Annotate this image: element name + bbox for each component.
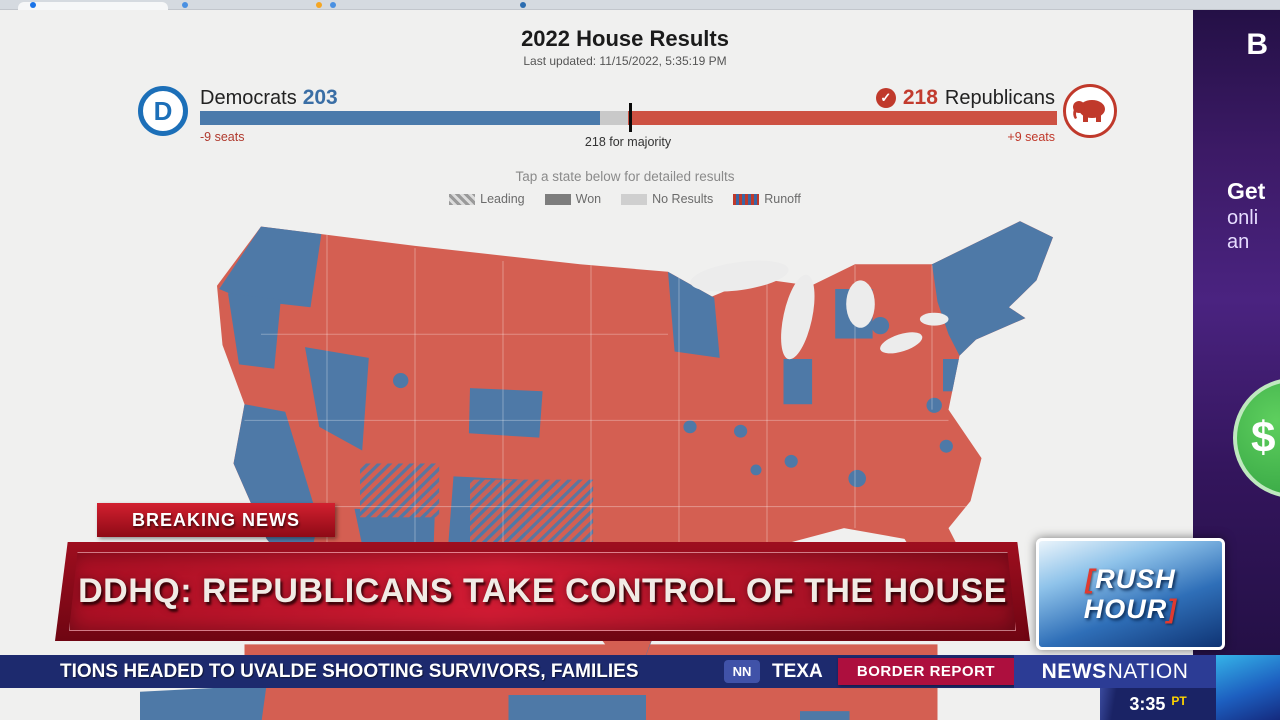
gop-elephant-icon [1073,100,1105,122]
browser-tab[interactable] [18,2,168,10]
dem-label-row: Democrats 203 [200,86,338,110]
no-results-swatch-icon [621,193,648,205]
ad-partial-text: B [1246,28,1268,61]
runoff-swatch-icon [733,193,760,205]
favicon-icon [316,2,322,8]
dem-bar-segment [200,111,600,125]
rush-logo-line2: HOUR] [1083,594,1178,624]
ad-text-block: Get onli an [1227,178,1265,254]
legend-label: Won [575,192,602,206]
rep-change: +9 seats [1007,130,1055,144]
clock-timezone: PT [1171,694,1187,708]
border-report-badge: BORDER REPORT [838,658,1014,685]
seat-bar [200,103,1057,132]
ticker-next-story-text: TEXA [772,661,823,682]
ad-line: onli [1227,206,1259,229]
favicon-icon [520,2,526,8]
logo-bracket-open: [ [1085,563,1096,594]
legend-item-won: Won [544,192,602,206]
rush-logo-line1: [RUSH [1085,563,1176,594]
browser-tab-strip[interactable] [0,0,1280,10]
dem-seat-count: 203 [302,86,338,109]
legend-label: Runoff [764,192,801,206]
network-name-light: NATION [1107,659,1189,683]
network-name-bold: NEWS [1041,659,1107,683]
news-ticker: TIONS HEADED TO UVALDE SHOOTING SURVIVOR… [0,655,1280,688]
dem-label: Democrats [200,87,297,109]
favicon-icon [30,2,36,8]
dollar-sign: $ [1251,413,1276,462]
rep-label-row: ✓ 218 Republicans [875,86,1055,110]
favicon-icon [330,2,336,8]
majority-tick [629,103,633,132]
won-swatch-icon [544,193,571,205]
dem-change: -9 seats [200,130,245,144]
last-updated: Last updated: 11/15/2022, 5:35:19 PM [523,54,727,68]
time-display: 3:35 PT [1100,688,1216,720]
rep-seat-count: 218 [902,86,938,109]
ad-line: an [1227,230,1250,253]
map-hint: Tap a state below for detailed results [515,169,735,184]
legend-label: Leading [480,192,525,206]
favicon-icon [182,2,188,8]
headline-banner: DDHQ: REPUBLICANS TAKE CONTROL OF THE HO… [55,542,1030,641]
rep-bar-segment [627,111,1057,125]
legend-item-no-results: No Results [621,192,713,206]
nn-badge: NN [724,660,760,683]
map-legend: Leading Won No Results Runoff [0,192,1250,206]
page-title: 2022 House Results [521,26,729,51]
republican-winner-check-icon: ✓ [875,88,896,108]
ticker-corner-accent [1216,655,1280,720]
logo-bracket-close: ] [1167,594,1178,624]
ticker-story-text: TIONS HEADED TO UVALDE SHOOTING SURVIVOR… [60,661,639,682]
legend-item-runoff: Runoff [733,192,801,206]
legend-label: No Results [652,192,714,206]
rush-hour-show-logo: [RUSH HOUR] [1036,538,1225,650]
headline-banner-inner: DDHQ: REPUBLICANS TAKE CONTROL OF THE HO… [69,552,1016,631]
breaking-news-banner: BREAKING NEWS [97,503,335,537]
clock-time: 3:35 [1129,693,1166,714]
rep-label: Republicans [944,86,1055,109]
democrat-logo-letter: D [153,95,173,126]
majority-label: 218 for majority [584,135,672,149]
ad-line: Get [1227,178,1266,204]
dollar-coin-icon: $ [1233,378,1280,498]
undecided-bar-segment [599,111,628,125]
democrat-logo-icon: D [138,86,188,136]
headline-text: DDHQ: REPUBLICANS TAKE CONTROL OF THE HO… [78,572,1007,610]
gop-logo-circle [1063,84,1117,138]
legend-item-leading: Leading [449,192,525,206]
leading-swatch-icon [449,193,476,205]
great-lakes [690,260,949,360]
newsnation-logo: NEWS NATION [1014,655,1216,688]
